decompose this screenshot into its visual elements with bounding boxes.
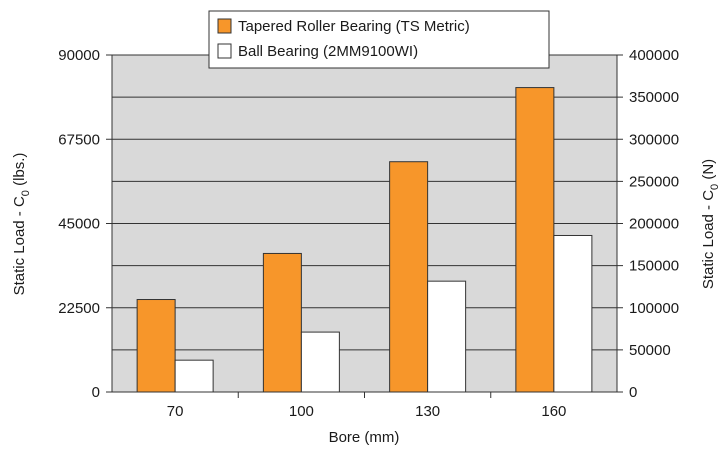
y-right-tick-label: 400000 (629, 47, 679, 64)
y-right-tick-label: 150000 (629, 258, 679, 275)
x-axis-title: Bore (mm) (329, 429, 400, 446)
y-right-tick-label: 50000 (629, 342, 671, 359)
legend: Tapered Roller Bearing (TS Metric) Ball … (208, 10, 550, 69)
y-left-tick-label: 90000 (58, 47, 100, 64)
bar-tapered-roller-160 (515, 87, 555, 393)
y-left-tick-label: 45000 (58, 216, 100, 233)
y-right-tick-label: 200000 (629, 216, 679, 233)
bar-ball-160 (553, 234, 593, 393)
legend-label-ball: Ball Bearing (2MM9100WI) (238, 43, 418, 60)
y-left-tick-label: 22500 (58, 300, 100, 317)
bar-ball-100 (300, 331, 340, 393)
y-left-tick-label: 67500 (58, 131, 100, 148)
y-left-tick-label: 0 (92, 384, 100, 401)
ticks: 0 22500 45000 67500 90000 0 50000 100000 150000 2… (58, 47, 679, 420)
bars (136, 87, 593, 393)
bar-ball-130 (427, 280, 467, 393)
bar-tapered-roller-130 (389, 161, 429, 393)
y-axis-title-right: Static Load - C0 (N) (700, 159, 718, 289)
bar-tapered-roller-100 (262, 252, 302, 393)
y-right-tick-label: 350000 (629, 89, 679, 106)
legend-label-tapered: Tapered Roller Bearing (TS Metric) (238, 18, 470, 35)
y-right-tick-label: 300000 (629, 131, 679, 148)
legend-swatch-ball (217, 43, 232, 59)
y-right-tick-label: 250000 (629, 173, 679, 190)
y-right-tick-label: 100000 (629, 300, 679, 317)
x-tick-label: 70 (167, 403, 184, 420)
x-tick-label: 100 (289, 403, 314, 420)
y-axis-title-left: Static Load - C0 (lbs.) (11, 153, 32, 296)
legend-swatch-tapered (217, 18, 232, 34)
bar-tapered-roller-70 (136, 299, 176, 393)
x-tick-label: 160 (541, 403, 566, 420)
y-right-tick-label: 0 (629, 384, 637, 401)
bar-ball-70 (174, 359, 214, 393)
legend-box (208, 10, 550, 69)
x-tick-label: 130 (415, 403, 440, 420)
